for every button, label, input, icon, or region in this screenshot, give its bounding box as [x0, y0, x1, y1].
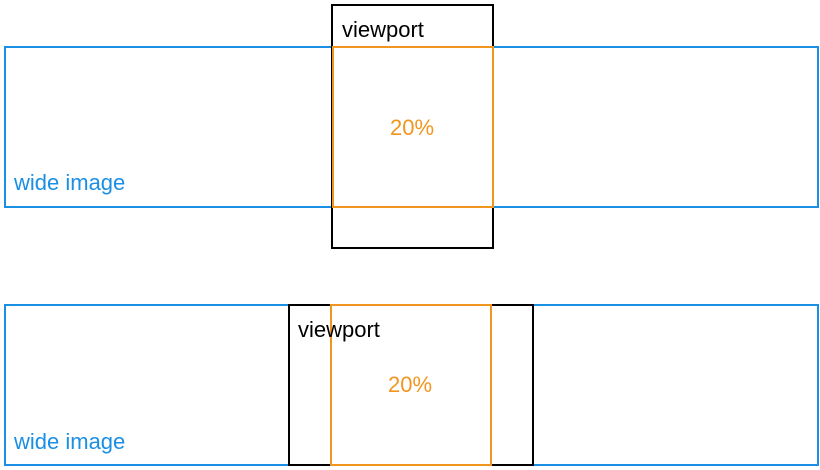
crop-percent-label: 20%	[390, 115, 434, 140]
crop-rect	[330, 304, 492, 466]
crop-rect	[332, 46, 494, 208]
wide-image-label: wide image	[13, 429, 125, 454]
viewport-label: viewport	[298, 317, 380, 342]
wide-image-label: wide image	[13, 170, 125, 195]
diagram-bottom: viewport 20% wide image	[4, 304, 819, 466]
viewport-label: viewport	[342, 17, 424, 42]
diagram-top: viewport 20% wide image	[4, 4, 819, 249]
crop-percent-label: 20%	[388, 372, 432, 397]
